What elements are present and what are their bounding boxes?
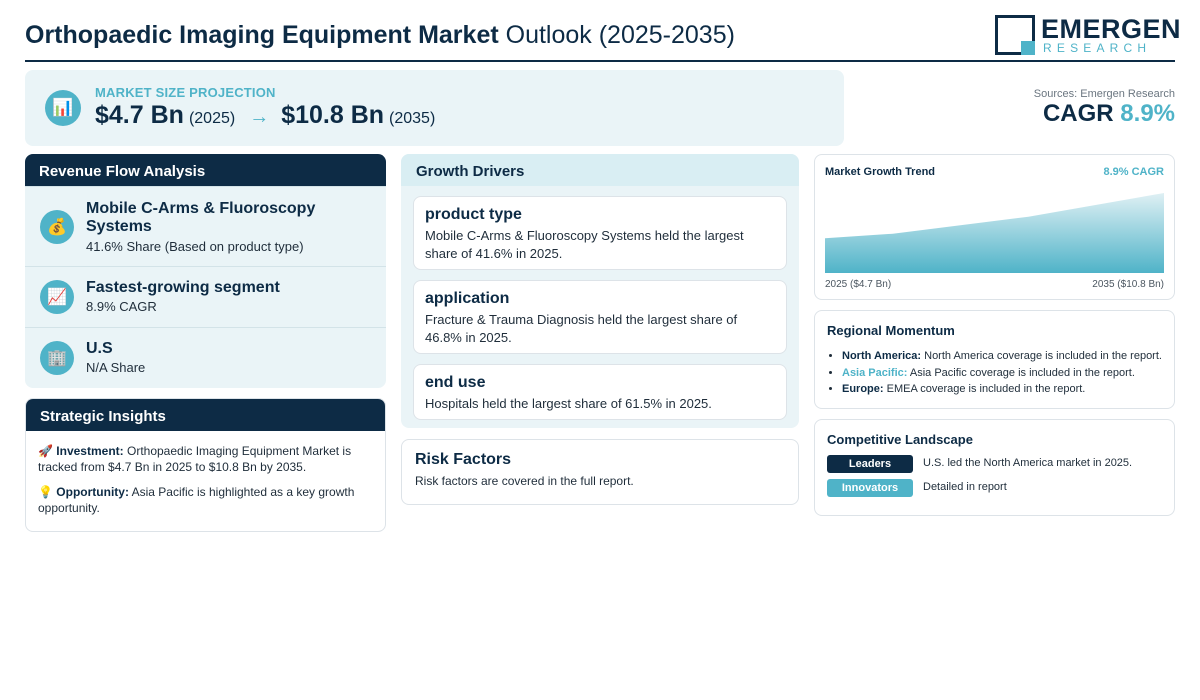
revenue-item-title: U.S (86, 340, 113, 357)
emergen-logo[interactable]: EMERGEN RESEARCH (995, 14, 1181, 55)
logo-name: EMERGEN (1041, 14, 1182, 44)
investment-text: Orthopaedic Imaging Equipment Market is … (38, 444, 352, 474)
page-title: Orthopaedic Imaging Equipment Market Out… (25, 21, 735, 50)
opportunity-text: Asia Pacific is highlighted as a key gro… (38, 485, 355, 515)
chart-end-label: 2035 ($10.8 Bn) (1092, 279, 1164, 290)
leaders-tag: Leaders (827, 455, 913, 473)
investment-label: Investment: (56, 444, 124, 458)
growth-area (825, 193, 1164, 273)
region-name: North America: (842, 350, 922, 362)
region-name: Asia Pacific: (842, 366, 908, 379)
opportunity-insight: 💡 Opportunity: Asia Pacific is highlight… (38, 484, 373, 516)
driver-title: end use (425, 374, 486, 391)
driver-title: product type (425, 206, 522, 223)
revenue-flow-heading: Revenue Flow Analysis (25, 154, 386, 186)
chart-start-label: 2025 ($4.7 Bn) (825, 279, 892, 290)
chart-title: Market Growth Trend (825, 166, 936, 178)
driver-product-type: product type Mobile C-Arms & Fluoroscopy… (413, 196, 787, 270)
arrow-right-icon: → (249, 106, 270, 128)
start-year: (2025) (188, 110, 236, 127)
revenue-flow-card: Revenue Flow Analysis 💰 Mobile C-Arms & … (25, 154, 386, 388)
region-item-europe: Europe: EMEA coverage is included in the… (842, 381, 1162, 398)
strategic-insights-card: Strategic Insights 🚀 Investment: Orthopa… (25, 398, 386, 532)
building-icon: 🏢 (40, 341, 74, 375)
region-text: Asia Pacific coverage is included in the… (907, 366, 1135, 379)
revenue-item-subtitle: N/A Share (86, 360, 146, 375)
regional-momentum-heading: Regional Momentum (827, 323, 955, 338)
region-list: North America: North America coverage is… (827, 348, 1162, 398)
end-year: (2035) (389, 110, 436, 127)
rocket-icon: 🚀 (38, 444, 53, 458)
page-title-bold: Orthopaedic Imaging Equipment Market (25, 21, 499, 49)
regional-momentum-card: Regional Momentum North America: North A… (814, 310, 1175, 409)
strategic-insights-body: 🚀 Investment: Orthopaedic Imaging Equipm… (26, 431, 385, 531)
page-title-rest: Outlook (2025-2035) (498, 21, 735, 49)
cagr-value: 8.9% (1120, 100, 1175, 127)
end-value: $10.8 Bn (281, 101, 385, 129)
revenue-item-title: Mobile C-Arms & Fluoroscopy Systems (86, 200, 316, 235)
competitive-row-leaders: Leaders U.S. led the North America marke… (827, 455, 1162, 473)
growth-drivers-card: Growth Drivers product type Mobile C-Arm… (401, 154, 799, 428)
cagr-summary: CAGR 8.9% (1043, 100, 1175, 128)
revenue-item-title: Fastest-growing segment (86, 279, 280, 296)
market-growth-trend-card: Market Growth Trend 8.9% CAGR 2025 ($4.7… (814, 154, 1175, 300)
driver-title: application (425, 290, 510, 307)
innovators-text: Detailed in report (923, 481, 1007, 493)
market-size-label: MARKET SIZE PROJECTION (95, 85, 276, 100)
money-bag-icon: 💰 (40, 210, 74, 244)
competitive-landscape-card: Competitive Landscape Leaders U.S. led t… (814, 419, 1175, 516)
market-size-banner: 📊 MARKET SIZE PROJECTION $4.7 Bn (2025) → $… (25, 70, 844, 146)
revenue-item-subtitle: 8.9% CAGR (86, 299, 157, 314)
region-item-north-america: North America: North America coverage is… (842, 348, 1162, 365)
leaders-text: U.S. led the North America market in 202… (923, 457, 1133, 469)
revenue-item-subtitle: 41.6% Share (Based on product type) (86, 239, 304, 254)
revenue-item-region: 🏢 U.S N/A Share (25, 327, 386, 388)
region-text: EMEA coverage is included in the report. (883, 383, 1086, 395)
logo-subtitle: RESEARCH (1043, 41, 1152, 55)
sources-text: Sources: Emergen Research (1033, 88, 1175, 100)
driver-text: Hospitals held the largest share of 61.5… (425, 396, 712, 411)
area-chart (825, 193, 1164, 273)
growth-drivers-heading: Growth Drivers (401, 154, 799, 186)
risk-factors-heading: Risk Factors (415, 451, 512, 468)
driver-text: Fracture & Trauma Diagnosis held the lar… (425, 312, 738, 345)
page-header: Orthopaedic Imaging Equipment Market Out… (25, 12, 1181, 62)
risk-factors-text: Risk factors are covered in the full rep… (415, 474, 634, 488)
revenue-item-fastest: 📈 Fastest-growing segment 8.9% CAGR (25, 266, 386, 327)
market-size-values: $4.7 Bn (2025) → $10.8 Bn (2035) (95, 101, 435, 130)
driver-application: application Fracture & Trauma Diagnosis … (413, 280, 787, 354)
competitive-row-innovators: Innovators Detailed in report (827, 479, 1162, 497)
trending-up-icon: 📈 (40, 280, 74, 314)
bar-chart-icon: 📊 (45, 90, 81, 126)
innovators-tag: Innovators (827, 479, 913, 497)
chart-cagr-annotation: 8.9% CAGR (1103, 166, 1164, 178)
revenue-item-top-segment: 💰 Mobile C-Arms & Fluoroscopy Systems 41… (25, 186, 386, 266)
driver-text: Mobile C-Arms & Fluoroscopy Systems held… (425, 228, 744, 261)
region-name: Europe: (842, 383, 884, 395)
opportunity-label: Opportunity: (56, 485, 129, 499)
region-item-asia-pacific: Asia Pacific: Asia Pacific coverage is i… (842, 365, 1162, 382)
competitive-landscape-heading: Competitive Landscape (827, 432, 973, 447)
lightbulb-icon: 💡 (38, 485, 53, 499)
start-value: $4.7 Bn (95, 101, 184, 129)
strategic-insights-heading: Strategic Insights (26, 399, 385, 431)
region-text: North America coverage is included in th… (921, 350, 1162, 362)
investment-insight: 🚀 Investment: Orthopaedic Imaging Equipm… (38, 443, 373, 475)
driver-end-use: end use Hospitals held the largest share… (413, 364, 787, 420)
risk-factors-card: Risk Factors Risk factors are covered in… (401, 439, 799, 505)
logo-mark-icon (995, 15, 1035, 55)
cagr-label: CAGR (1042, 100, 1114, 127)
